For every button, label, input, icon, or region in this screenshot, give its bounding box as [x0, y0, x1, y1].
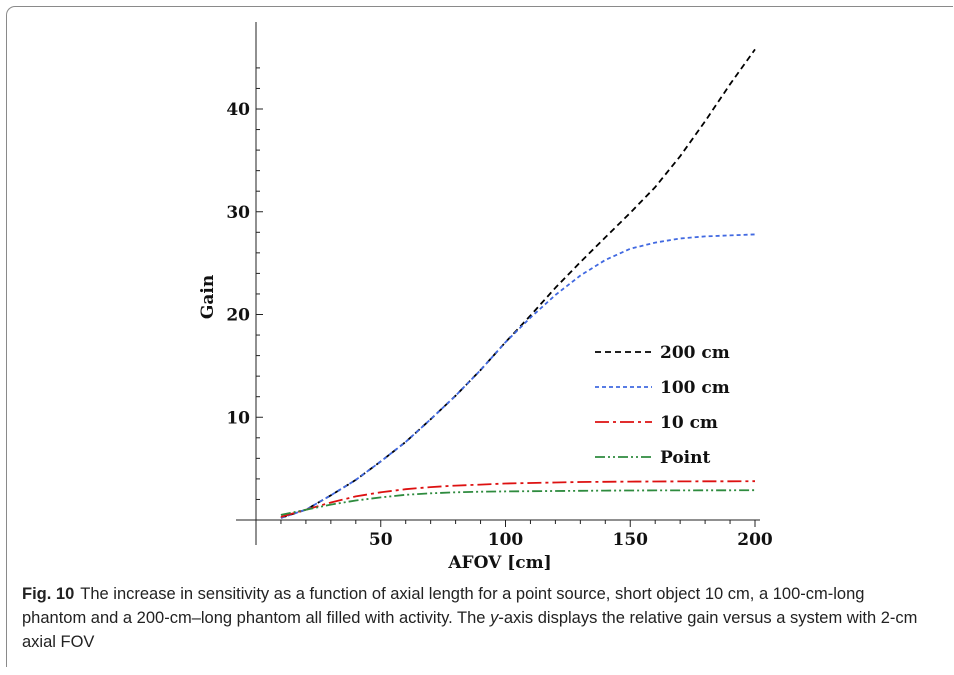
caption-text-part-2: -axis displays the relative gain versus …	[22, 609, 918, 651]
legend-label: 10 cm	[660, 413, 718, 433]
legend-label: 100 cm	[660, 378, 730, 398]
y-tick-label: 10	[226, 408, 250, 428]
series-line-point	[280, 489, 756, 516]
legend-label: 200 cm	[660, 343, 730, 363]
series-layer	[280, 48, 756, 519]
series-line-100-cm	[280, 233, 756, 519]
series-line-10-cm	[280, 480, 756, 518]
figure-caption: Fig. 10 The increase in sensitivity as a …	[22, 582, 922, 654]
caption-figure-label: Fig. 10	[22, 585, 75, 603]
y-tick-label: 40	[226, 100, 250, 120]
x-tick-label: 200	[737, 530, 773, 550]
figure-frame	[6, 6, 953, 667]
y-tick-label: 30	[226, 203, 250, 223]
y-axis-title: Gain	[198, 275, 218, 319]
y-tick-label: 20	[226, 306, 250, 326]
caption-text-part-1: The increase in sensitivity as a functio…	[22, 585, 865, 627]
caption-italic-axis: y	[490, 609, 499, 627]
legend-label: Point	[660, 448, 710, 468]
axes: 50 100 150 200 10 20 30 40	[226, 22, 773, 550]
x-tick-label: 100	[488, 530, 524, 550]
x-axis-title: AFOV [cm]	[447, 553, 551, 573]
x-tick-label: 50	[369, 530, 393, 550]
x-tick-label: 150	[613, 530, 649, 550]
gain-chart: 50 100 150 200 10 20 30 40 200 cm 100 cm 10 cm Poi…	[198, 22, 773, 573]
legend: 200 cm 100 cm 10 cm Point	[595, 343, 730, 468]
